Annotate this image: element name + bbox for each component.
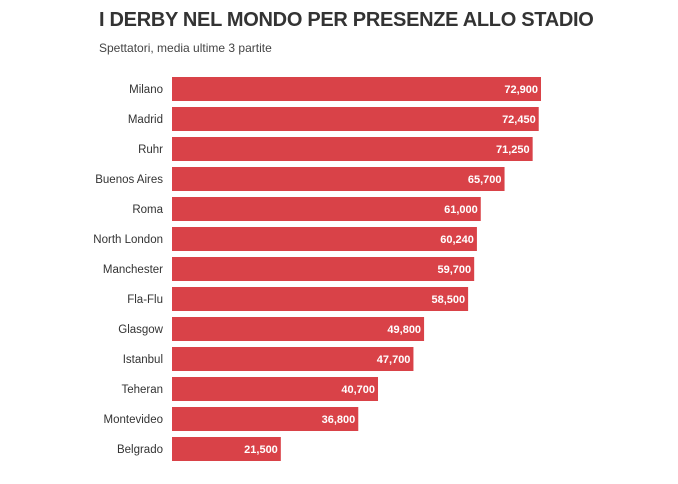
bar-madrid (172, 107, 539, 131)
value-label-roma: 61,000 (444, 204, 478, 216)
bar-teheran (172, 377, 379, 401)
value-label-manchester: 59,700 (438, 264, 472, 276)
bar-row-manchester: Manchester 59,700 (103, 257, 475, 281)
value-label-istanbul: 47,700 (377, 354, 411, 366)
bar-row-istanbul: Istanbul 47,700 (123, 347, 414, 371)
category-label-teheran: Teheran (121, 384, 163, 396)
bar-ruhr (172, 137, 533, 161)
bar-row-belgrado: Belgrado 21,500 (117, 437, 281, 461)
value-label-montevideo: 36,800 (322, 414, 356, 426)
category-label-manchester: Manchester (103, 264, 163, 276)
bar-buenos-aires (172, 167, 505, 191)
bar-row-ruhr: Ruhr 71,250 (138, 137, 533, 161)
value-label-fla-flu: 58,500 (431, 294, 465, 306)
category-label-north-london: North London (93, 234, 163, 246)
category-label-istanbul: Istanbul (123, 354, 163, 366)
category-label-ruhr: Ruhr (138, 144, 163, 156)
bar-row-milano: Milano 72,900 (129, 77, 541, 101)
bar-row-madrid: Madrid 72,450 (128, 107, 539, 131)
category-label-glasgow: Glasgow (118, 324, 163, 336)
value-label-milano: 72,900 (504, 84, 538, 96)
bar-row-roma: Roma 61,000 (132, 197, 481, 221)
chart-title: I DERBY NEL MONDO PER PRESENZE ALLO STAD… (99, 9, 594, 31)
category-label-fla-flu: Fla-Flu (127, 294, 163, 306)
bar-row-teheran: Teheran 40,700 (121, 377, 379, 401)
category-label-madrid: Madrid (128, 114, 163, 126)
bar-row-fla-flu: Fla-Flu 58,500 (127, 287, 469, 311)
bar-glasgow (172, 317, 425, 341)
bar-row-glasgow: Glasgow 49,800 (118, 317, 425, 341)
value-label-buenos-aires: 65,700 (468, 174, 502, 186)
value-label-ruhr: 71,250 (496, 144, 530, 156)
bar-row-north-london: North London 60,240 (93, 227, 477, 251)
category-label-belgrado: Belgrado (117, 444, 163, 456)
chart-subtitle: Spettatori, media ultime 3 partite (99, 41, 272, 55)
value-label-belgrado: 21,500 (244, 444, 278, 456)
bar-manchester (172, 257, 475, 281)
value-label-teheran: 40,700 (341, 384, 375, 396)
bar-roma (172, 197, 481, 221)
value-label-north-london: 60,240 (440, 234, 474, 246)
category-label-milano: Milano (129, 84, 163, 96)
value-label-madrid: 72,450 (502, 114, 536, 126)
bar-belgrado (172, 437, 281, 461)
bar-fla-flu (172, 287, 469, 311)
bar-istanbul (172, 347, 414, 371)
category-label-buenos-aires: Buenos Aires (95, 174, 163, 186)
category-label-roma: Roma (132, 204, 163, 216)
bar-milano (172, 77, 541, 101)
bar-row-montevideo: Montevideo 36,800 (104, 407, 359, 431)
value-label-glasgow: 49,800 (387, 324, 421, 336)
bar-row-buenos-aires: Buenos Aires 65,700 (95, 167, 505, 191)
category-label-montevideo: Montevideo (104, 414, 163, 426)
bar-north-london (172, 227, 477, 251)
bar-montevideo (172, 407, 359, 431)
